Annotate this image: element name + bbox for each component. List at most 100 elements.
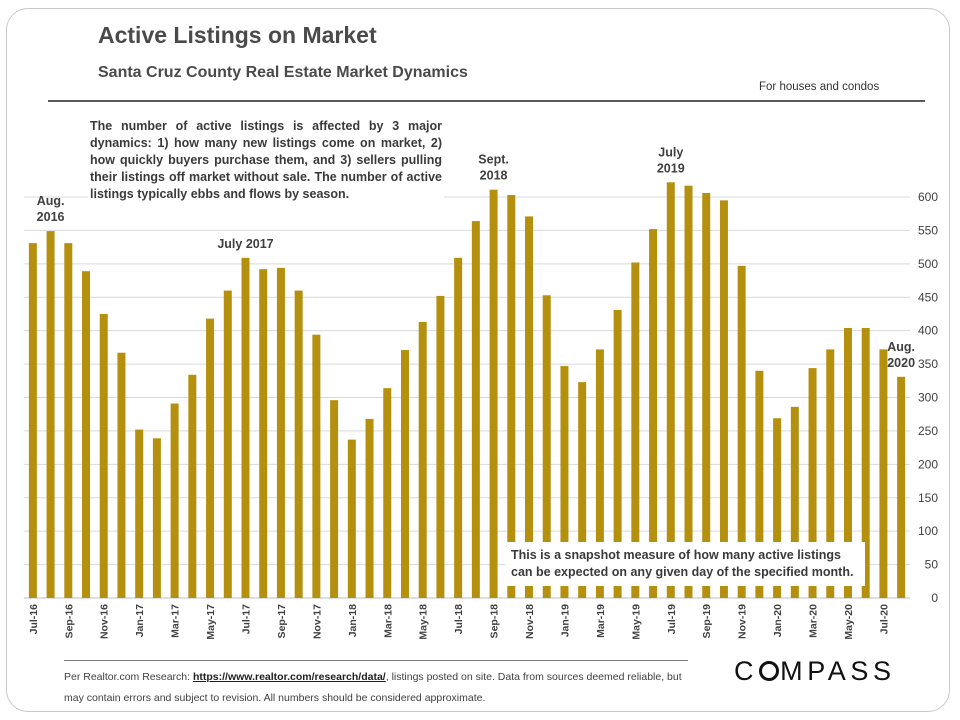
header-divider [48, 100, 925, 102]
x-tick-label: Mar-17 [170, 604, 182, 638]
x-tick-label: Jan-20 [772, 604, 784, 637]
bar-Jun-18 [436, 295, 445, 598]
snapshot-note-backdrop [505, 542, 865, 586]
x-tick-label: Sep-17 [276, 604, 288, 639]
bar-Sep-17 [276, 267, 285, 598]
bar-Jul-20 [879, 349, 888, 598]
chart-subtitle: Santa Cruz County Real Estate Market Dyn… [98, 64, 468, 81]
source-link[interactable]: https://www.realtor.com/research/data/ [192, 671, 386, 683]
bar-Dec-17 [330, 400, 339, 598]
y-tick-label: 350 [918, 357, 938, 371]
callout-label: Aug. [37, 194, 65, 208]
bar-Jul-19 [666, 182, 675, 599]
source-footer: Per Realtor.com Research: https://www.re… [64, 667, 690, 709]
x-tick-label: May-19 [630, 604, 642, 640]
y-tick-label: 500 [918, 257, 938, 271]
x-tick-label: Nov-17 [311, 604, 323, 639]
x-tick-label: Mar-19 [595, 604, 607, 638]
callout-label: 2018 [480, 169, 508, 183]
x-tick-label: Sep-16 [63, 604, 75, 639]
bar-Nov-16 [99, 313, 108, 598]
y-axis: 0 50 100 150 200 250 300 350 400 450 500 550 600 [918, 190, 938, 605]
y-tick-label: 550 [918, 223, 938, 237]
logo-o-ring [759, 661, 780, 681]
bar-Mar-19 [595, 349, 604, 598]
y-tick-label: 250 [918, 424, 938, 438]
x-tick-label: Nov-18 [524, 604, 536, 639]
bar-Jan-17 [135, 429, 144, 598]
bar-Aug-19 [684, 185, 693, 598]
y-tick-label: 300 [918, 391, 938, 405]
dynamics-note: The number of active listings is affecte… [88, 117, 444, 204]
bar-Jan-19 [560, 366, 569, 598]
compass-logo: C MPASS [734, 656, 896, 687]
x-tick-label: Sep-18 [489, 604, 501, 639]
bar-Apr-18 [400, 350, 409, 598]
y-tick-label: 200 [918, 457, 938, 471]
x-tick-label: May-20 [843, 604, 855, 640]
bar-Mar-18 [383, 388, 392, 598]
x-tick-label: Jul-16 [28, 604, 40, 635]
bar-May-20 [843, 328, 852, 598]
x-tick-label: Jan-17 [134, 604, 146, 637]
bar-Oct-16 [82, 271, 91, 598]
callout-label: Sept. [478, 153, 509, 167]
bar-Aug-20 [897, 376, 906, 598]
y-tick-label: 150 [918, 491, 938, 505]
callouts: Aug. 2016 July 2017 Sept. 2018 July 2019 Aug. 20… [37, 145, 915, 369]
chart-title: Active Listings on Market [98, 22, 377, 48]
x-tick-label: Jan-19 [559, 604, 571, 637]
x-tick-label: Nov-16 [99, 604, 111, 639]
y-tick-label: 400 [918, 324, 938, 338]
bar-Jul-16 [28, 243, 37, 599]
y-tick-label: 600 [918, 190, 938, 204]
bar-Oct-17 [294, 290, 303, 598]
bar-Dec-19 [755, 370, 764, 598]
bars [28, 182, 906, 599]
snapshot-note: This is a snapshot measure of how many a… [511, 548, 854, 579]
bar-Feb-18 [365, 418, 374, 598]
bar-Dec-18 [542, 295, 551, 598]
x-tick-label: May-17 [205, 604, 217, 640]
x-tick-label: Jul-17 [241, 604, 253, 635]
bar-Sep-16 [64, 243, 73, 599]
scope-note: For houses and condos [759, 81, 880, 93]
bar-Feb-20 [790, 406, 799, 598]
bar-Aug-18 [471, 221, 480, 598]
bar-May-18 [418, 321, 427, 598]
y-tick-label: 0 [931, 591, 938, 605]
bar-Nov-19 [737, 265, 746, 598]
bar-Oct-18 [507, 195, 516, 598]
bar-Aug-17 [259, 269, 268, 598]
slide-frame [6, 8, 950, 712]
x-tick-label: Mar-20 [808, 604, 820, 638]
bar-Mar-20 [808, 368, 817, 598]
x-tick-label: Mar-18 [382, 604, 394, 638]
bar-Apr-19 [613, 309, 622, 598]
footer-suffix: , listings posted on site. Data from sou… [64, 671, 682, 704]
x-axis: Jul-16 Sep-16 Nov-16 Jan-17 Mar-17 May-17 Jul-… [28, 604, 891, 640]
y-tick-label: 450 [918, 290, 938, 304]
footer-prefix: Per Realtor.com Research: [64, 671, 193, 683]
x-tick-label: Jul-20 [878, 604, 890, 635]
callout-label: 2019 [657, 161, 685, 175]
bar-Feb-19 [578, 382, 587, 598]
x-tick-label: Jul-19 [666, 604, 678, 635]
footer-divider [64, 660, 688, 661]
x-tick-label: Nov-19 [737, 604, 749, 639]
bar-May-19 [631, 262, 640, 598]
callout-label: July 2017 [217, 237, 273, 251]
x-tick-label: Jan-18 [347, 604, 359, 637]
y-tick-label: 100 [918, 524, 938, 538]
bar-Dec-16 [117, 352, 126, 598]
bar-Feb-17 [152, 438, 161, 598]
bar-Apr-20 [826, 349, 835, 598]
x-tick-label: May-18 [418, 604, 430, 640]
bar-Jul-18 [454, 257, 463, 598]
x-tick-label: Jul-18 [453, 604, 465, 635]
bar-Jun-19 [649, 229, 658, 599]
bar-Jul-17 [241, 257, 250, 598]
bar-Apr-17 [188, 374, 197, 598]
logo-c: C [734, 656, 759, 686]
